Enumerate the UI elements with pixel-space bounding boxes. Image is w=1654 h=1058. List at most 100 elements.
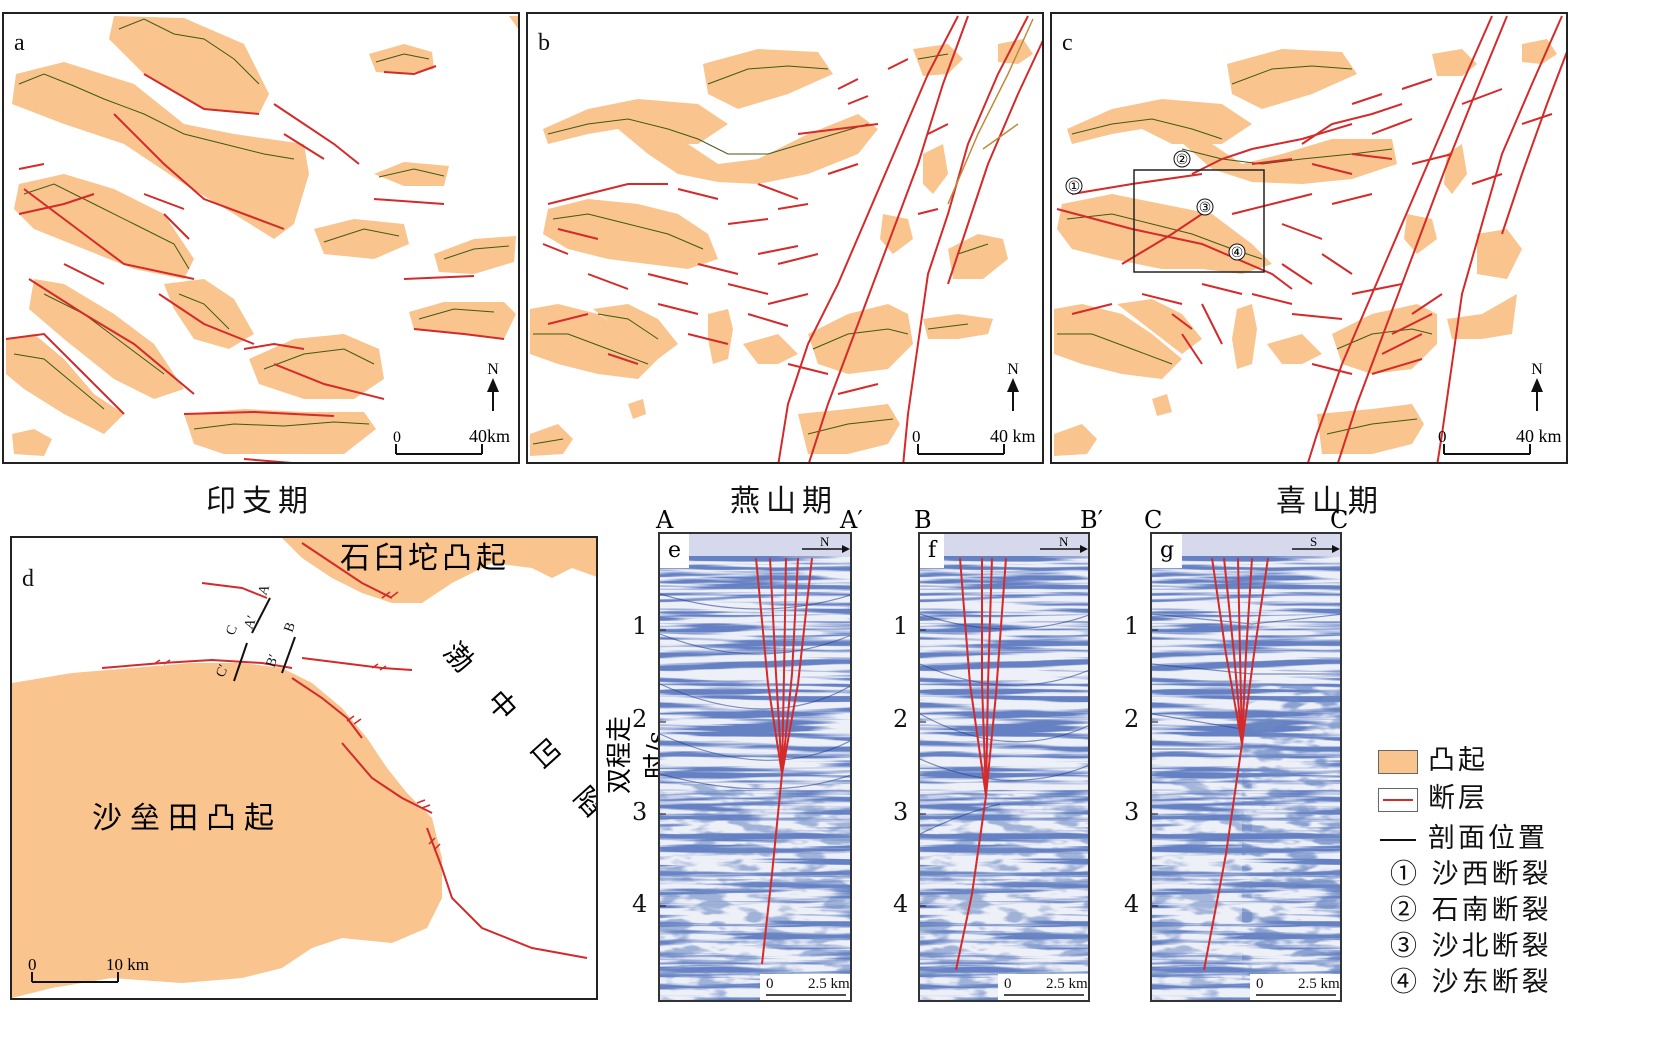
section-right-f: B′ xyxy=(1080,506,1104,534)
svg-text:N: N xyxy=(1531,361,1543,378)
uplift-swatch xyxy=(1378,749,1418,774)
tick-g-3: 3 xyxy=(1124,798,1140,826)
svg-text:S: S xyxy=(1310,534,1317,549)
seismic-e-canvas: N 0 2.5 km xyxy=(660,534,850,1000)
shijiutuo-uplift-area xyxy=(282,538,596,603)
section-left-f: B xyxy=(914,506,932,534)
section-lines xyxy=(233,597,296,682)
tick-e-3: 3 xyxy=(632,798,648,826)
map-panel-c: ① ② ③ ④ N 0 40 km c xyxy=(1050,12,1568,464)
fault-lines xyxy=(1203,557,1269,971)
dashed-boundary xyxy=(947,18,1034,205)
direction-arrow: N xyxy=(1040,534,1088,553)
seismic-panel-f: N 0 2.5 km f xyxy=(918,532,1090,1002)
map-b-canvas: N 0 40 km xyxy=(530,15,1042,462)
bozhong-sag-label: 渤 中 凹 陷 xyxy=(437,636,598,834)
svg-text:N: N xyxy=(1059,534,1069,549)
tick-e-1: 1 xyxy=(632,612,648,640)
legend-fault: 断层 xyxy=(1378,776,1488,815)
tick-g-4: 4 xyxy=(1124,890,1140,918)
legend-fault-1: ① 沙西断裂 xyxy=(1390,859,1552,890)
panel-label-a: a xyxy=(14,30,25,56)
ridge-hachures xyxy=(13,18,510,430)
svg-text:0: 0 xyxy=(1438,427,1447,446)
panel-label-d: d xyxy=(22,566,34,592)
legend-fault-4: ④ 沙东断裂 xyxy=(1390,967,1552,998)
ridge-hachures xyxy=(532,53,989,445)
legend-fault-2: ② 石南断裂 xyxy=(1390,895,1552,926)
svg-text:40 km: 40 km xyxy=(1516,426,1562,446)
north-arrow: N xyxy=(1531,361,1543,411)
legend-section: 剖面位置 xyxy=(1378,816,1548,855)
scale-bar: 0 10 km xyxy=(28,955,149,983)
fault-lines xyxy=(542,15,1042,462)
caption-b: 燕山期 xyxy=(730,484,838,519)
svg-text:0: 0 xyxy=(393,429,401,446)
fault-lines xyxy=(5,65,505,462)
seismic-g-canvas: S 0 2.5 km xyxy=(1152,534,1340,1000)
svg-text:N: N xyxy=(820,534,830,549)
svg-text:B: B xyxy=(282,620,299,634)
tick-e-2: 2 xyxy=(632,705,648,733)
tick-g-2: 2 xyxy=(1124,705,1140,733)
caption-c: 喜山期 xyxy=(1276,484,1384,519)
map-c-canvas: ① ② ③ ④ N 0 40 km xyxy=(1054,15,1566,462)
map-panel-b: N 0 40 km b xyxy=(526,12,1044,464)
section-left-g: C xyxy=(1144,506,1163,534)
fault-lines xyxy=(755,557,813,965)
svg-text:N: N xyxy=(1007,361,1019,378)
section-swatch xyxy=(1380,838,1416,841)
uplift-areas xyxy=(1054,39,1557,456)
svg-text:2.5 km: 2.5 km xyxy=(1046,976,1088,992)
svg-text:③: ③ xyxy=(1199,200,1212,216)
svg-text:B′: B′ xyxy=(264,653,282,670)
direction-arrow: S xyxy=(1292,534,1340,553)
map-a-canvas: N 0 40km xyxy=(5,16,518,462)
panel-label-e: e xyxy=(660,534,690,568)
fault-markers: ① ② ③ ④ xyxy=(1065,150,1246,261)
svg-text:10 km: 10 km xyxy=(106,955,149,974)
svg-text:40km: 40km xyxy=(469,426,510,446)
map-d-canvas: A A′ B B′ C C′ 石臼坨凸起 沙垒田凸起 渤 中 凹 陷 0 10 … xyxy=(12,538,598,998)
scale-bar: 0 40 km xyxy=(1438,426,1562,455)
scale-bar: 0 40km xyxy=(393,426,510,455)
study-area-box xyxy=(1133,169,1265,273)
tick-e-4: 4 xyxy=(632,890,648,918)
section-right-g: C′ xyxy=(1330,506,1354,534)
tick-f-2: 2 xyxy=(893,705,909,733)
svg-text:0: 0 xyxy=(1256,976,1264,992)
svg-text:0: 0 xyxy=(28,955,37,974)
shijiutuo-uplift-label: 石臼坨凸起 xyxy=(340,541,510,576)
tick-g-1: 1 xyxy=(1124,612,1140,640)
map-panel-d: A A′ B B′ C C′ 石臼坨凸起 沙垒田凸起 渤 中 凹 陷 0 10 … xyxy=(10,536,598,1000)
svg-text:C: C xyxy=(224,623,241,637)
svg-text:0: 0 xyxy=(912,427,921,446)
north-arrow: N xyxy=(1007,361,1019,411)
panel-label-b: b xyxy=(538,30,550,56)
svg-text:④: ④ xyxy=(1231,245,1244,261)
svg-text:0: 0 xyxy=(766,976,774,992)
seismic-panel-e: N 0 2.5 km e xyxy=(658,532,852,1002)
panel-label-f: f xyxy=(920,534,945,568)
panel-label-c: c xyxy=(1062,30,1073,56)
section-left-e: A xyxy=(656,506,674,534)
seismic-panel-g: S 0 2.5 km g xyxy=(1150,532,1342,1002)
svg-text:A′: A′ xyxy=(242,614,261,632)
map-panel-a: N 0 40km a xyxy=(2,12,520,464)
panel-label-g: g xyxy=(1152,534,1183,568)
legend: 凸起 断层 剖面位置 ① 沙西断裂 ② 石南断裂 ③ 沙北断裂 ④ 沙东断裂 xyxy=(1378,738,1648,1038)
tick-f-4: 4 xyxy=(893,890,909,918)
direction-arrow: N xyxy=(802,534,850,553)
shaleitian-uplift-area xyxy=(12,663,442,998)
section-labels: A A′ B B′ C C′ xyxy=(214,582,299,679)
fault-swatch xyxy=(1378,787,1418,812)
scale-bar: 0 40 km xyxy=(912,426,1036,455)
fault-lines xyxy=(955,557,1007,971)
svg-text:C′: C′ xyxy=(214,663,232,680)
north-arrow: N xyxy=(487,361,499,411)
fault-lines xyxy=(1056,15,1566,462)
svg-text:0: 0 xyxy=(1004,976,1012,992)
legend-uplift: 凸起 xyxy=(1378,738,1488,777)
shaleitian-uplift-label: 沙垒田凸起 xyxy=(92,801,282,836)
scale-bar: 0 2.5 km xyxy=(760,974,850,1000)
